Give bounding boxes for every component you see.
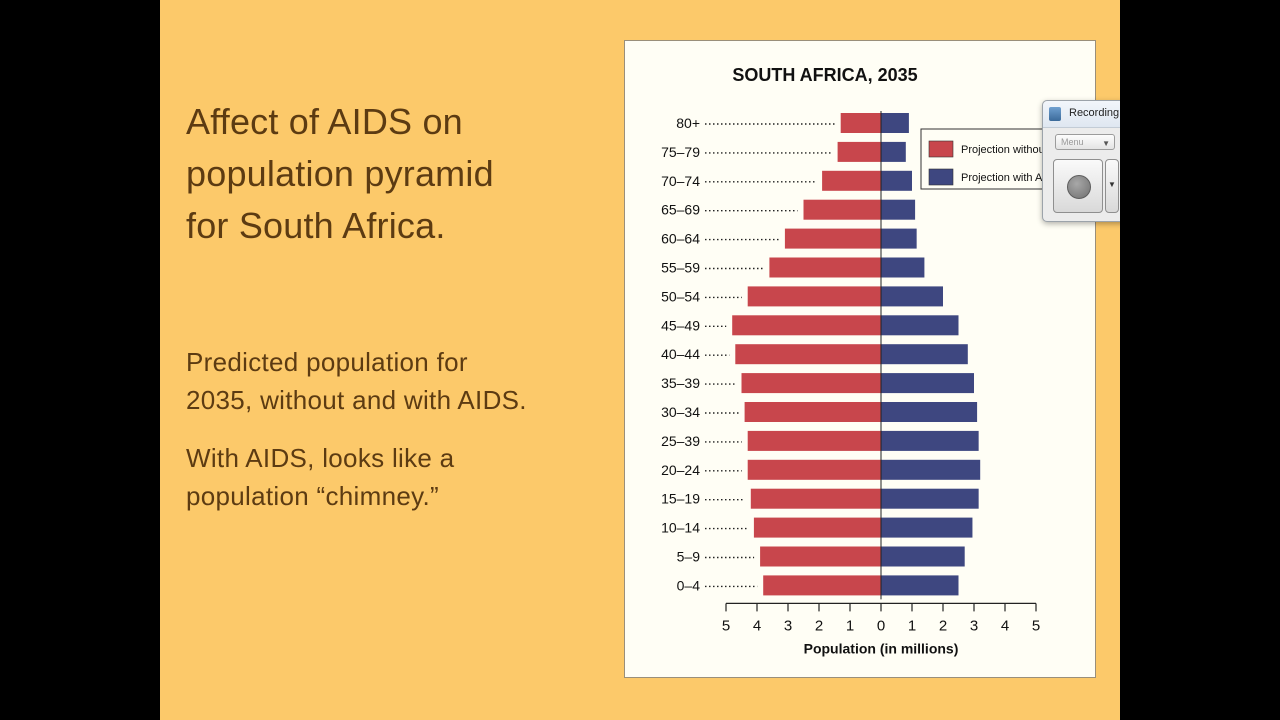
recorder-menu-label: Menu [1061,137,1084,147]
bar-without-aids [732,315,881,336]
bar-with-aids [881,113,909,133]
dropdown-caret-icon: ▼ [1108,180,1116,189]
x-tick-label: 0 [877,617,885,634]
paragraph-line: population “chimney.” [186,481,439,511]
record-icon [1067,175,1091,199]
bar-without-aids [803,199,881,220]
age-group-label: 40–44 [661,346,700,362]
body-paragraph-prediction: Predicted population for 2035, without a… [186,343,626,419]
x-tick-label: 1 [846,617,854,634]
record-button[interactable] [1053,159,1103,213]
age-group-label: 30–34 [661,404,700,420]
bar-without-aids [837,141,881,162]
slide: Affect of AIDS on population pyramid for… [160,0,1120,720]
legend-label: Projection with AIDS [961,172,1061,184]
bar-with-aids [881,373,974,394]
x-tick-label: 5 [722,617,730,634]
bar-with-aids [881,402,978,422]
legend-swatch [928,168,954,186]
x-tick-label: 4 [1001,617,1009,634]
age-group-label: 10–14 [661,520,700,536]
legend-swatch [928,140,954,158]
bar-with-aids [881,575,959,596]
bar-without-aids [763,575,881,596]
chevron-down-icon: ▼ [1102,139,1110,148]
x-tick-label: 5 [1032,617,1040,634]
age-group-label: 0–4 [677,577,701,593]
bar-with-aids [881,170,912,191]
bar-without-aids [840,113,881,133]
age-group-label: 75–79 [661,144,700,160]
x-tick-label: 4 [753,617,761,634]
bar-with-aids [881,141,906,162]
x-tick-label: 2 [815,617,823,634]
bar-without-aids [760,546,881,567]
title-line: Affect of AIDS on [186,101,463,142]
age-group-label: 25–39 [661,433,700,449]
bar-with-aids [881,546,965,567]
population-pyramid-chart: SOUTH AFRICA, 2035 80+ 75–79 70–74 65–69 60–6… [624,40,1096,678]
x-axis-label: Population (in millions) [804,640,959,656]
recording-window[interactable]: Recording Menu ▼ ▼ [1042,100,1120,222]
paragraph-line: 2035, without and with AIDS. [186,385,527,415]
record-options-button[interactable]: ▼ [1105,159,1119,213]
x-tick-label: 3 [970,617,978,634]
age-group-label: 55–59 [661,260,700,276]
age-group-label: 60–64 [661,231,700,247]
bar-with-aids [881,286,943,307]
app-icon [1049,107,1061,121]
age-group-label: 50–54 [661,288,700,304]
age-group-label: 70–74 [661,173,700,189]
recorder-menu-dropdown[interactable]: Menu ▼ [1055,134,1115,150]
body-paragraph-chimney: With AIDS, looks like a population “chim… [186,439,626,515]
age-group-label: 35–39 [661,375,700,391]
bar-without-aids [735,344,881,365]
x-tick-label: 1 [908,617,916,634]
paragraph-line: With AIDS, looks like a [186,443,455,473]
bar-with-aids [881,459,981,480]
bar-without-aids [750,488,881,509]
bar-with-aids [881,228,917,249]
paragraph-line: Predicted population for [186,347,468,377]
slide-title: Affect of AIDS on population pyramid for… [186,96,606,252]
bar-without-aids [747,430,881,451]
title-line: population pyramid [186,153,494,194]
age-group-label: 20–24 [661,462,700,478]
x-tick-label: 3 [784,617,792,634]
chart-title: SOUTH AFRICA, 2035 [732,65,917,85]
bar-without-aids [747,459,881,480]
title-line: for South Africa. [186,205,446,246]
age-group-label: 65–69 [661,202,700,218]
bar-without-aids [741,373,881,394]
bar-without-aids [822,170,881,191]
bar-with-aids [881,257,925,278]
bar-with-aids [881,488,979,509]
age-group-label: 45–49 [661,317,700,333]
recording-window-title: Recording [1069,107,1120,119]
chart-canvas: SOUTH AFRICA, 2035 80+ 75–79 70–74 65–69 60–6… [661,65,1092,656]
x-tick-label: 2 [939,617,947,634]
bar-with-aids [881,517,973,538]
bar-with-aids [881,199,916,220]
bar-with-aids [881,344,968,365]
bar-with-aids [881,315,959,336]
age-group-label: 15–19 [661,491,700,507]
age-group-label: 5–9 [677,549,701,565]
bar-without-aids [744,402,881,422]
bar-without-aids [753,517,881,538]
bar-without-aids [784,228,881,249]
bar-without-aids [747,286,881,307]
bar-without-aids [769,257,881,278]
recording-window-titlebar[interactable]: Recording [1043,101,1120,128]
age-group-label: 80+ [676,115,700,131]
bar-with-aids [881,430,979,451]
